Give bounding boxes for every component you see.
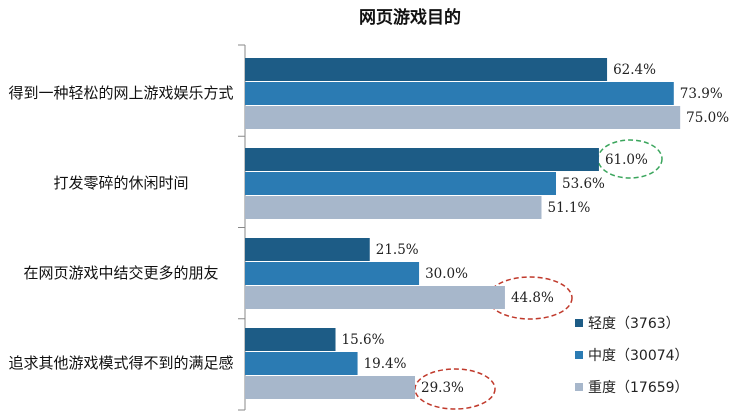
value-label: 73.9% (680, 86, 723, 102)
legend-label: 中度（30074） (588, 348, 689, 364)
value-label: 29.3% (421, 380, 464, 396)
bar (245, 58, 608, 81)
bar (245, 238, 370, 261)
value-label: 21.5% (376, 242, 419, 258)
value-label: 19.4% (364, 356, 407, 372)
value-label: 44.8% (511, 290, 554, 306)
bar (245, 172, 557, 195)
value-label: 61.0% (605, 152, 648, 168)
category-label: 打发零碎的休闲时间 (53, 174, 189, 192)
bar (245, 352, 358, 375)
category-label: 在网页游戏中结交更多的朋友 (23, 264, 219, 282)
legend-label: 轻度（3763） (588, 316, 680, 332)
value-label: 30.0% (425, 266, 468, 282)
value-label: 15.6% (342, 332, 385, 348)
bar (245, 286, 505, 309)
value-label: 62.4% (613, 62, 656, 78)
category-label: 得到一种轻松的网上游戏娱乐方式 (8, 84, 234, 102)
value-label: 53.6% (562, 176, 605, 192)
bar (245, 376, 416, 399)
value-label: 51.1% (547, 200, 590, 216)
legend-swatch (575, 351, 583, 359)
category-label: 追求其他游戏模式得不到的满足感 (8, 354, 234, 372)
bar (245, 262, 420, 285)
bar (245, 82, 674, 105)
bar (245, 328, 336, 351)
bar (245, 196, 542, 219)
highlight-ellipse (487, 276, 573, 320)
legend-label: 重度（17659） (588, 380, 689, 396)
value-label: 75.0% (686, 110, 729, 126)
chart-title: 网页游戏目的 (359, 7, 461, 28)
bar (245, 106, 681, 129)
bar (245, 148, 599, 171)
legend-swatch (575, 383, 583, 391)
legend-swatch (575, 319, 583, 327)
